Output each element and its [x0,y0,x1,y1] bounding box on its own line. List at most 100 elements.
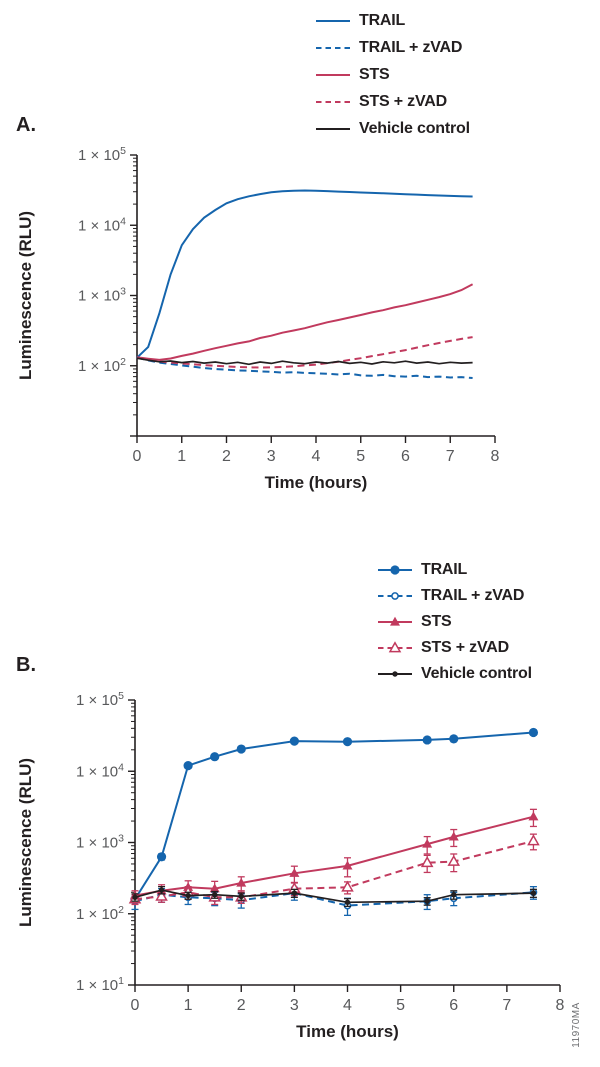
series-line [136,189,473,359]
x-tick-label: 7 [502,997,511,1014]
legend-item-trail: TRAIL [315,7,470,34]
x-tick-label: 8 [556,997,565,1014]
y-tick-label: 1 × 102 [78,356,126,375]
legend-swatch [378,641,412,653]
x-tick-label: 1 [184,997,193,1014]
legend-item-vehicle-control: Vehicle control [315,115,470,142]
data-point-marker [447,854,461,866]
series-line [134,891,534,907]
data-point-marker [289,736,299,746]
data-point-marker [236,744,246,754]
legend-swatch [378,592,412,600]
series-vehicle-control [136,357,473,366]
data-point-marker [390,616,400,626]
legend-label: STS + zVAD [421,639,509,656]
data-point-marker [183,761,193,771]
legend-panel-a: TRAIL TRAIL + zVAD STS STS + zVAD Vehicle co… [315,7,470,142]
series-line [134,731,534,900]
legend-item-sts: STS [377,609,532,635]
data-point-marker [210,752,220,762]
y-tick-label: 1 × 105 [78,145,126,164]
data-point-marker [132,894,138,901]
legend-item-sts-zvad: STS + zVAD [377,635,532,661]
legend-label: TRAIL + zVAD [421,587,525,604]
legend-swatch [316,100,350,103]
x-tick-label: 8 [491,448,500,465]
y-tick-label: 1 × 101 [76,975,124,994]
y-tick-label: 1 × 102 [76,904,124,923]
chart-panel-B: 1 × 105 1 × 104 1 × 103 1 × 102 1 × 101 0 1 2 3 4… [16,690,565,1041]
legend-swatch [378,565,412,575]
y-tick-label: 1 × 105 [76,690,124,709]
series-trail-zvad [136,356,473,379]
series-line [134,815,534,897]
legend-item-trail-zvad: TRAIL + zVAD [315,34,470,61]
data-point-marker [528,811,539,821]
legend-label: STS [421,613,452,630]
data-point-marker [391,592,399,600]
data-point-marker [420,856,434,868]
series-line [136,283,474,361]
x-axis-title: Time (hours) [265,473,368,492]
data-point-marker [209,883,220,893]
legend-item-trail: TRAIL [377,557,532,583]
data-point-marker [291,890,298,896]
series-trail [136,189,473,359]
x-axis-title: Time (hours) [296,1022,399,1041]
legend-swatch [378,616,412,626]
x-tick-label: 5 [396,997,405,1014]
series-line [134,840,534,901]
data-point-marker [422,838,433,848]
data-point-marker [451,892,457,898]
data-point-marker [236,877,247,887]
data-point-marker [392,671,398,677]
y-tick-label: 1 × 103 [76,833,124,852]
legend-panel-b: TRAIL TRAIL + zVAD STS STS + zVAD Vehicle co… [377,557,532,687]
x-tick-label: 2 [237,997,246,1014]
legend-swatch [316,19,350,22]
data-point-marker [390,565,400,575]
data-point-marker [424,898,430,904]
watermark-text: 11970MA [571,1002,582,1048]
legend-swatch [378,671,412,677]
series-line [134,889,534,904]
data-point-marker [449,734,459,744]
y-axis-title: Luminescence (RLU) [16,758,35,927]
data-point-marker [528,727,539,738]
series-line [136,357,473,366]
legend-label: TRAIL + zVAD [359,38,463,56]
data-point-marker [530,890,537,896]
legend-label: STS + zVAD [359,92,447,110]
series-trail [130,727,539,904]
data-point-marker [448,831,459,841]
x-tick-label: 3 [290,997,299,1014]
panel-a-label: A. [16,114,36,136]
x-tick-label: 0 [133,448,142,465]
data-point-marker [156,852,167,862]
x-tick-label: 6 [449,997,458,1014]
legend-item-vehicle-control: Vehicle control [377,661,532,687]
series-line [136,336,473,369]
x-tick-label: 5 [356,448,365,465]
data-point-marker [185,892,191,899]
panel-b-label: B. [16,654,36,676]
legend-swatch [316,127,350,130]
series-sts [136,283,474,361]
legend-label: Vehicle control [359,119,470,137]
legend-item-sts-zvad: STS + zVAD [315,88,470,115]
chart-panel-A: 1 × 105 1 × 104 1 × 103 1 × 102 0 1 2 3 4 5 6 7 8 Tim… [16,145,500,492]
legend-swatch [316,73,350,76]
legend-item-sts: STS [315,61,470,88]
x-tick-label: 7 [446,448,455,465]
x-tick-label: 6 [401,448,410,465]
data-point-marker [341,880,354,892]
x-tick-label: 1 [177,448,186,465]
series-trail-zvad [131,886,538,916]
data-point-marker [289,868,300,877]
data-point-marker [388,641,402,653]
legend-label: TRAIL [359,11,406,29]
series-sts-zvad [136,336,473,369]
x-tick-label: 4 [343,997,352,1014]
data-point-marker [344,899,351,905]
